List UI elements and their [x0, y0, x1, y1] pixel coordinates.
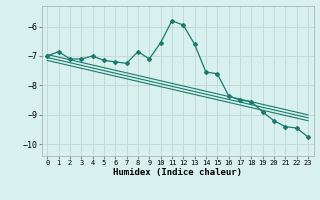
X-axis label: Humidex (Indice chaleur): Humidex (Indice chaleur) — [113, 168, 242, 177]
